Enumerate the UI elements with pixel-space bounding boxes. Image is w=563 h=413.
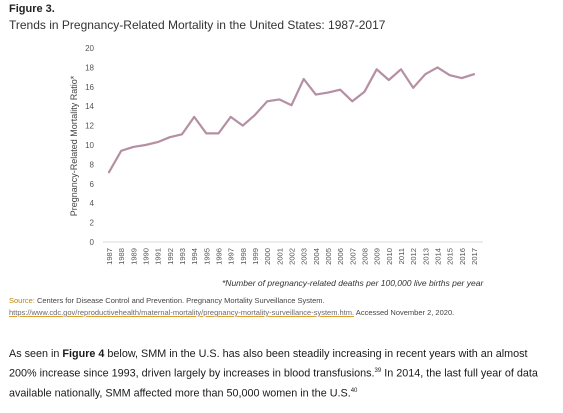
x-tick-label: 2001 xyxy=(275,248,284,265)
data-point xyxy=(387,79,390,81)
data-point xyxy=(278,98,281,101)
data-point xyxy=(339,88,342,91)
data-point xyxy=(181,133,183,136)
y-tick-label: 6 xyxy=(90,180,95,189)
y-tick-label: 16 xyxy=(85,83,94,92)
source-line: Source: Centers for Disease Control and … xyxy=(9,296,325,305)
x-tick-label: 1990 xyxy=(142,248,151,265)
data-point xyxy=(108,171,110,174)
data-point xyxy=(436,66,439,69)
mortality-line-chart: Pregnancy-Related Mortality Ratio* 0 2 4 6 8… xyxy=(69,44,483,265)
source-link[interactable]: https://www.cdc.gov/reproductivehealth/m… xyxy=(9,308,355,317)
x-tick-label: 1998 xyxy=(239,248,248,265)
reference-40[interactable]: 40 xyxy=(350,387,358,394)
x-tick-label: 1987 xyxy=(105,248,114,265)
x-tick-label: 2014 xyxy=(434,248,443,265)
data-point xyxy=(168,136,171,139)
x-tick-label: 2003 xyxy=(300,248,309,265)
x-tick-label: 2007 xyxy=(348,248,357,265)
x-tick-label: 2002 xyxy=(288,248,297,265)
figure-label: Figure 3. xyxy=(9,3,55,15)
x-tick-label: 1988 xyxy=(117,248,126,265)
data-point xyxy=(375,68,378,71)
x-tick-label: 1997 xyxy=(227,248,236,265)
data-point xyxy=(254,114,256,116)
data-point xyxy=(266,100,269,103)
y-tick-label: 12 xyxy=(85,122,94,131)
x-tick-label: 1996 xyxy=(215,248,224,265)
y-tick-label: 20 xyxy=(85,44,94,53)
x-tick-label: 1994 xyxy=(190,248,199,265)
figure-title: Trends in Pregnancy-Related Mortality in… xyxy=(9,18,386,32)
x-tick-label: 2012 xyxy=(409,248,418,265)
y-tick-label: 18 xyxy=(85,63,94,72)
data-points xyxy=(108,66,475,174)
data-point xyxy=(144,144,147,146)
figure-4-reference[interactable]: Figure 4 xyxy=(62,348,105,360)
x-tick-label: 2011 xyxy=(397,248,406,264)
x-tick-label: 2004 xyxy=(312,248,321,265)
data-point xyxy=(193,115,196,118)
body-paragraph: As seen in Figure 4 below, SMM in the U.… xyxy=(9,348,538,400)
x-tick-label: 1993 xyxy=(178,248,187,265)
reference-39[interactable]: 39 xyxy=(374,368,382,374)
data-point xyxy=(351,100,354,103)
data-point xyxy=(290,104,293,107)
x-tick-label: 2010 xyxy=(385,248,394,265)
y-tick-label: 10 xyxy=(85,141,94,150)
data-point xyxy=(412,86,415,89)
source-label: Source: xyxy=(9,296,35,305)
data-point xyxy=(448,74,451,77)
data-point xyxy=(424,73,427,76)
data-point xyxy=(327,91,329,94)
data-point xyxy=(363,90,366,93)
data-point xyxy=(205,132,208,135)
y-tick-label: 8 xyxy=(90,160,95,169)
x-tick-label: 2000 xyxy=(263,248,272,265)
x-tick-label: 1995 xyxy=(202,248,211,265)
source-text: Centers for Disease Control and Preventi… xyxy=(34,296,325,305)
source-url-line: https://www.cdc.gov/reproductivehealth/m… xyxy=(9,308,454,317)
data-point xyxy=(400,68,402,71)
x-tick-label: 1999 xyxy=(251,248,260,265)
data-point xyxy=(460,77,463,79)
accessed-date: Accessed November 2, 2020. xyxy=(354,308,455,317)
data-point xyxy=(302,78,305,80)
data-point xyxy=(473,73,475,76)
x-tick-label: 1991 xyxy=(154,248,163,265)
x-tick-label: 2006 xyxy=(336,248,345,265)
x-tick-label: 2015 xyxy=(446,248,455,265)
data-point xyxy=(132,146,135,148)
data-point xyxy=(217,132,220,135)
y-tick-label: 4 xyxy=(90,199,95,208)
data-point xyxy=(229,115,232,118)
y-tick-label: 14 xyxy=(85,102,94,111)
y-axis-label: Pregnancy-Related Mortality Ratio* xyxy=(69,75,79,216)
y-tick-label: 0 xyxy=(90,238,95,247)
y-tick-label: 2 xyxy=(90,219,95,228)
x-tick-label: 2009 xyxy=(373,248,382,265)
x-tick-label: 2017 xyxy=(470,248,479,265)
data-point xyxy=(241,124,244,127)
chart-footnote: *Number of pregnancy-related deaths per … xyxy=(222,278,484,288)
x-tick-label: 2013 xyxy=(421,248,430,265)
data-point xyxy=(120,149,123,152)
y-axis-ticks: 0 2 4 6 8 10 12 14 16 18 20 xyxy=(85,44,94,247)
series-line xyxy=(107,66,476,174)
x-tick-label: 2016 xyxy=(458,248,467,265)
x-tick-label: 1992 xyxy=(166,248,175,265)
x-axis-ticks: 1987 1988 1989 1990 1991 1992 1993 1994 1995 1996… xyxy=(105,248,479,265)
x-tick-label: 2005 xyxy=(324,248,333,265)
x-tick-label: 1989 xyxy=(129,248,138,265)
x-tick-label: 2008 xyxy=(361,248,370,265)
data-point xyxy=(314,93,317,96)
data-point xyxy=(156,141,159,143)
